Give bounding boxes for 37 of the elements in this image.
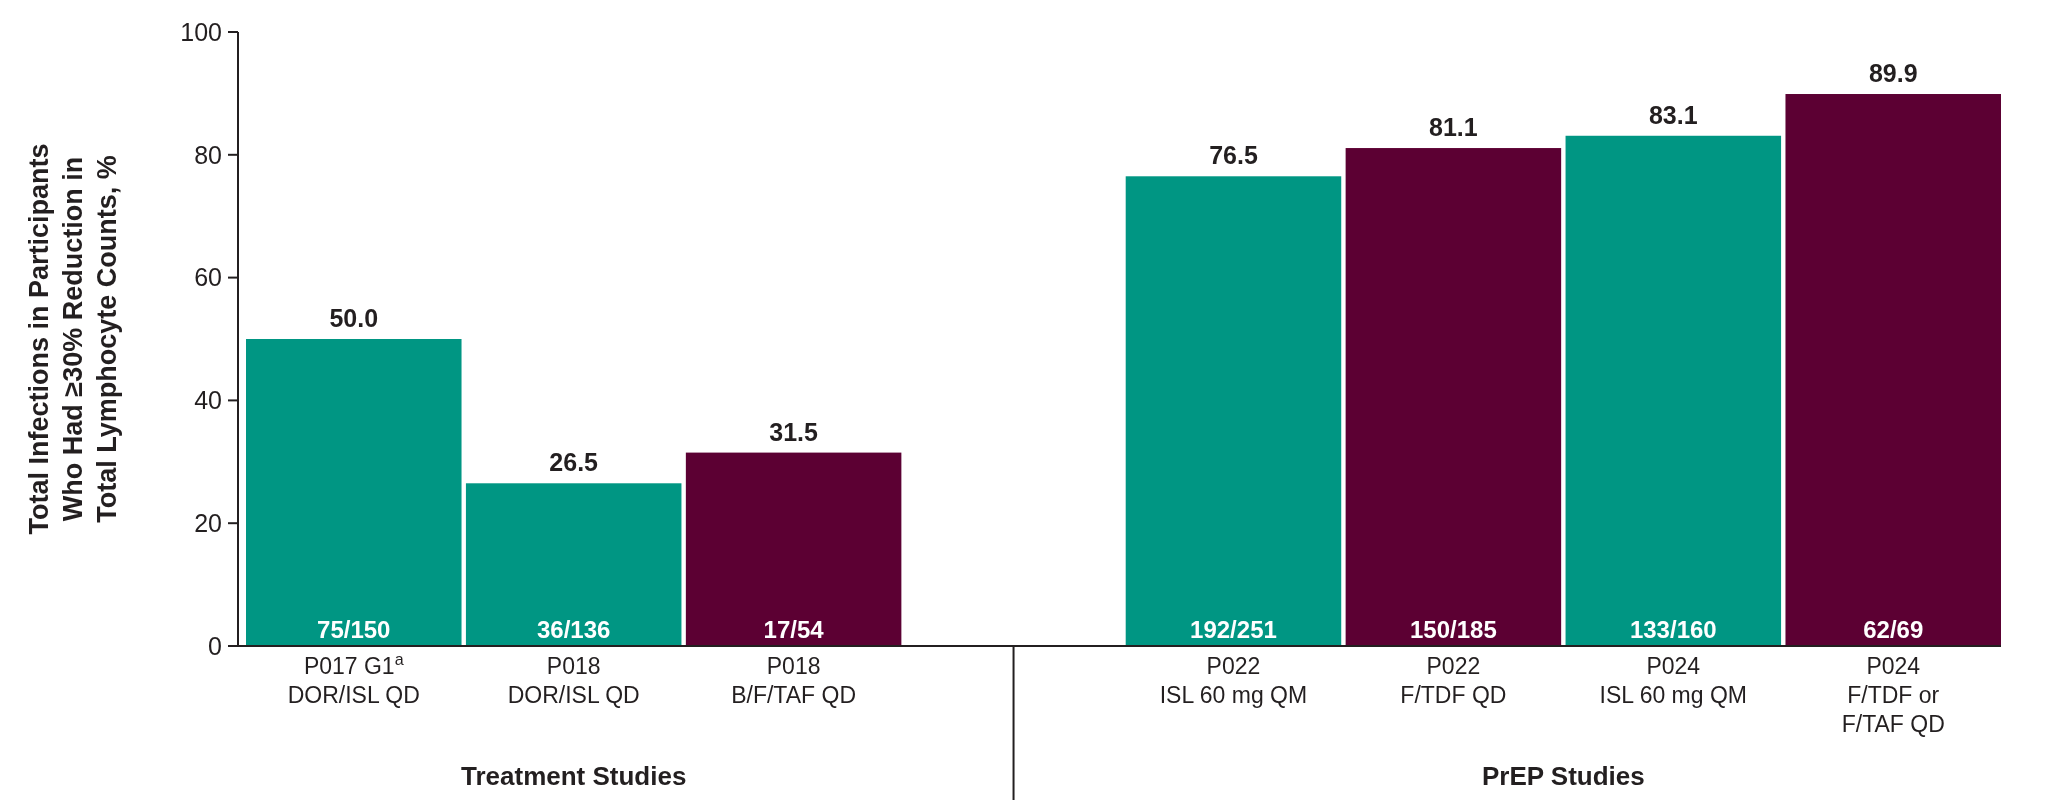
annotation: 150/185 — [1410, 616, 1497, 643]
y-tick-label: 100 — [180, 17, 222, 46]
annotation: 192/251 — [1190, 616, 1277, 643]
x-tick-label: P022 F/TDF QD — [1400, 653, 1507, 708]
data-label: 76.5 — [1209, 141, 1258, 170]
bar — [1125, 176, 1342, 646]
data-label: 81.1 — [1429, 113, 1478, 142]
y-tick-label: 60 — [194, 263, 222, 292]
text: Treatment Studies — [460, 761, 687, 791]
y-tick-label: 20 — [194, 508, 222, 537]
bar — [465, 483, 682, 646]
annotation: 62/69 — [1863, 616, 1924, 643]
data-label: 26.5 — [549, 448, 599, 477]
bar — [685, 452, 902, 646]
annotation: 17/54 — [763, 616, 825, 643]
y-tick-label: 80 — [194, 140, 222, 169]
text: PrEP Studies — [1481, 761, 1645, 791]
x-tick-label: P024 F/TDF or F/TAF QD — [1841, 653, 1945, 737]
bar — [1565, 135, 1782, 646]
y-tick-label: 0 — [208, 631, 222, 660]
annotation: 75/150 — [317, 616, 391, 643]
x-tick-label: P022 ISL 60 mg QM — [1159, 653, 1308, 708]
annotation: 36/136 — [536, 616, 611, 643]
x-tick-label: P018 DOR/ISL QD — [507, 653, 640, 708]
data-label: 31.5 — [769, 417, 819, 446]
bar — [1785, 94, 2001, 646]
x-tick-label: P017 G1$^{a}$ DOR/ISL QD — [287, 650, 420, 708]
x-tick-label: P018 B/F/TAF QD — [731, 653, 857, 708]
bar — [1345, 148, 1562, 646]
annotation: 133/160 — [1629, 616, 1717, 643]
data-label: 89.9 — [1868, 59, 1918, 88]
bar — [246, 339, 462, 646]
x-tick-label: P024 ISL 60 mg QM — [1599, 653, 1748, 708]
y-tick-label: 40 — [194, 386, 222, 415]
y-axis-title: Total Infections in Participants Who Had ≥30% Reduction in Total Lymphocyte Counts, % — [24, 143, 122, 535]
data-label: 50.0 — [329, 304, 379, 332]
data-label: 83.1 — [1648, 100, 1698, 129]
